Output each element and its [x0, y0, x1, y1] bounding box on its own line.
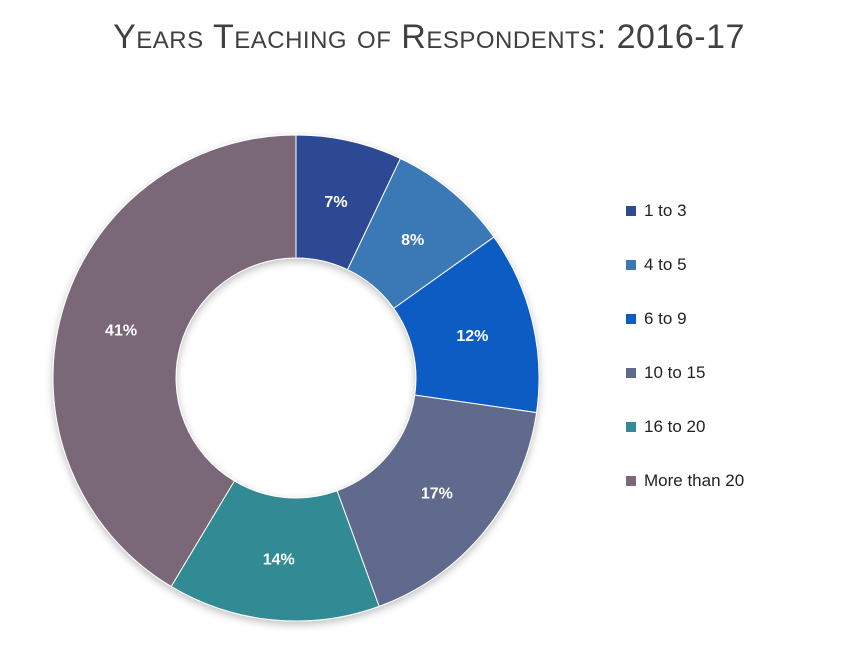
legend-swatch-2: [626, 314, 636, 324]
legend: 1 to 3 4 to 5 6 to 9 10 to 15 16 to 20 More t…: [626, 184, 744, 508]
legend-item-3: 10 to 15: [626, 346, 744, 400]
legend-swatch-4: [626, 422, 636, 432]
legend-item-4: 16 to 20: [626, 400, 744, 454]
slice-label-3: 17%: [421, 485, 453, 502]
legend-label-0: 1 to 3: [644, 201, 687, 220]
slice-5: [52, 134, 297, 588]
legend-label-1: 4 to 5: [644, 255, 687, 274]
slice-label-0: 7%: [324, 194, 347, 211]
legend-label-2: 6 to 9: [644, 309, 687, 328]
legend-swatch-1: [626, 260, 636, 270]
slice-label-2: 12%: [456, 328, 488, 345]
legend-item-2: 6 to 9: [626, 292, 744, 346]
legend-label-3: 10 to 15: [644, 363, 706, 382]
slice-label-1: 8%: [401, 232, 424, 249]
legend-swatch-3: [626, 368, 636, 378]
slice-4: [170, 480, 380, 622]
slice-3: [336, 394, 538, 607]
legend-item-0: 1 to 3: [626, 184, 744, 238]
slice-label-5: 41%: [105, 323, 137, 340]
legend-item-1: 4 to 5: [626, 238, 744, 292]
legend-item-5: More than 20: [626, 454, 744, 508]
legend-label-4: 16 to 20: [644, 417, 706, 436]
legend-swatch-0: [626, 206, 636, 216]
chart-title: Years Teaching of Respondents: 2016-17: [113, 18, 745, 56]
legend-label-5: More than 20: [644, 471, 745, 490]
legend-swatch-5: [626, 476, 636, 486]
slice-label-4: 14%: [263, 552, 295, 569]
